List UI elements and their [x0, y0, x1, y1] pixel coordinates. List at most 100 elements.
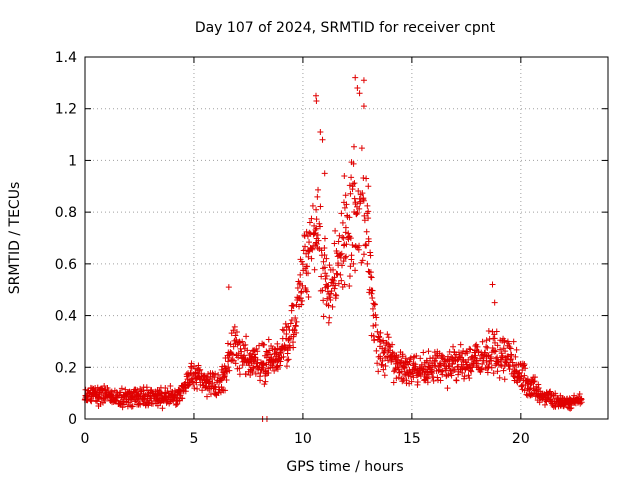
data-point [370, 322, 377, 329]
data-point [360, 174, 367, 181]
data-point [467, 367, 474, 374]
data-point [314, 193, 321, 200]
data-point [381, 372, 388, 379]
data-point [342, 254, 349, 261]
data-point [348, 174, 355, 181]
data-point [277, 362, 284, 369]
data-point [559, 395, 566, 402]
data-point [328, 287, 335, 294]
data-point [317, 203, 324, 210]
data-point [367, 273, 374, 280]
data-point [374, 360, 381, 367]
data-point [345, 230, 352, 237]
data-point [187, 363, 194, 370]
data-point [238, 348, 245, 355]
data-point [236, 371, 243, 378]
data-point [319, 287, 326, 294]
data-point [461, 373, 468, 380]
data-point [163, 399, 170, 406]
data-point [567, 405, 574, 412]
data-point [361, 217, 368, 224]
data-points [81, 74, 585, 422]
data-point [510, 338, 517, 345]
data-point [267, 351, 274, 358]
data-point [530, 379, 537, 386]
data-point [316, 220, 323, 227]
data-point [367, 252, 374, 259]
data-point [536, 399, 543, 406]
data-point [280, 353, 287, 360]
data-point [347, 263, 354, 270]
data-point [129, 403, 136, 410]
data-point [477, 355, 484, 362]
data-point [455, 349, 462, 356]
data-point [359, 257, 366, 264]
data-point [541, 401, 548, 408]
data-point [315, 186, 322, 193]
data-point [335, 238, 342, 245]
data-point [424, 379, 431, 386]
data-point [365, 208, 372, 215]
data-point [279, 326, 286, 333]
data-point [348, 252, 355, 259]
data-point [578, 395, 585, 402]
data-point [547, 388, 554, 395]
data-point [265, 369, 272, 376]
data-point [338, 277, 345, 284]
data-point [289, 302, 296, 309]
data-point [378, 361, 385, 368]
data-point [225, 284, 232, 291]
data-point [321, 245, 328, 252]
data-point [333, 270, 340, 277]
data-point [425, 348, 432, 355]
data-point [97, 400, 104, 407]
data-point [430, 377, 437, 384]
data-point [350, 260, 357, 267]
data-point [282, 320, 289, 327]
data-point [212, 370, 219, 377]
data-point [251, 354, 258, 361]
data-point [485, 327, 492, 334]
data-point [321, 170, 328, 177]
data-point [343, 253, 350, 260]
data-point [312, 92, 319, 99]
data-point [500, 367, 507, 374]
data-point [354, 85, 361, 92]
data-point [395, 366, 402, 373]
data-point [293, 329, 300, 336]
data-point [468, 368, 475, 375]
data-point [308, 215, 315, 222]
data-point [339, 262, 346, 269]
data-point [230, 327, 237, 334]
data-point [399, 378, 406, 385]
data-point [313, 216, 320, 223]
y-tick-label: 0.6 [55, 257, 77, 273]
data-point [351, 180, 358, 187]
data-point [320, 313, 327, 320]
data-point [492, 339, 499, 346]
data-point [225, 364, 232, 371]
data-point [266, 347, 273, 354]
data-point [299, 282, 306, 289]
data-point [365, 183, 372, 190]
data-point [535, 385, 542, 392]
data-point [297, 295, 304, 302]
data-point [448, 372, 455, 379]
data-point [373, 314, 380, 321]
data-point [432, 362, 439, 369]
data-point [321, 264, 328, 271]
data-point [162, 384, 169, 391]
data-point [260, 360, 267, 367]
data-point [257, 370, 264, 377]
data-point [305, 253, 312, 260]
data-point [485, 364, 492, 371]
data-point [297, 271, 304, 278]
data-point [413, 352, 420, 359]
data-point [261, 341, 268, 348]
data-point [223, 368, 230, 375]
data-point [333, 292, 340, 299]
data-point [410, 374, 417, 381]
data-point [445, 362, 452, 369]
data-point [361, 212, 368, 219]
data-point [313, 225, 320, 232]
